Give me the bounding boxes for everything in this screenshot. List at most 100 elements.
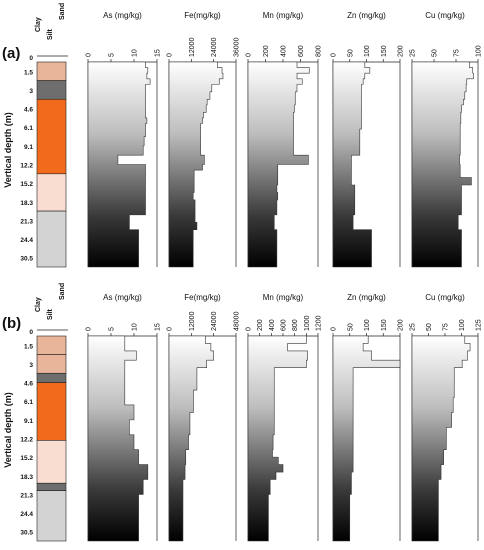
panel-b-label: (b) <box>2 315 21 332</box>
panel-b-lithology-column <box>36 329 68 542</box>
depth-tick-label: 30.5 <box>20 530 33 537</box>
depth-tick-label: 15.2 <box>20 455 33 462</box>
tick-label: 36000 <box>234 37 241 57</box>
depth-tick-label: 6.1 <box>24 399 33 406</box>
tick-label: 24000 <box>211 311 218 331</box>
tick-label: 0 <box>86 327 93 331</box>
panel-a-label: (a) <box>2 45 20 62</box>
lithology-layer-dark <box>36 80 67 100</box>
tick-label: 10 <box>132 49 139 57</box>
depth-tick-label: 9.1 <box>24 418 33 425</box>
depth-tick-label: 3 <box>29 88 33 95</box>
tick-label: 10 <box>132 323 139 331</box>
tick-label: 48000 <box>234 311 241 331</box>
profile-4: Cu (mg/kg) 25 50 75 100 125 <box>410 293 483 542</box>
depth-tick-label: 0 <box>29 329 33 336</box>
depth-tick-label: 24.4 <box>20 511 33 518</box>
tick-label: 200 <box>398 45 405 57</box>
depth-tick-label: 24.4 <box>20 237 33 244</box>
depth-tick-label: 15.2 <box>20 181 33 188</box>
tick-label: 150 <box>381 45 388 57</box>
tick-label: 15 <box>155 49 162 57</box>
depth-tick-label: 12.2 <box>20 437 33 444</box>
panel-b-depth-ticks: 0 1.5 3 4.6 6.1 9.1 12.2 15.2 18.3 21.3 24.4 30.5 <box>20 329 33 537</box>
depth-tick-label: 21.3 <box>20 492 33 499</box>
depth-tick-label: 21.3 <box>20 218 33 225</box>
tick-label: 25 <box>410 323 417 331</box>
depth-tick-label: 4.6 <box>24 107 33 114</box>
grain-label-silt: Silt <box>47 28 54 40</box>
grain-label-sand: Sand <box>59 3 66 20</box>
grain-label-clay: Clay <box>35 17 42 32</box>
depth-tick-label: 0 <box>29 55 33 62</box>
tick-label: 0 <box>331 327 338 331</box>
profile-step-area <box>247 335 308 542</box>
tick-label: 75 <box>454 49 461 57</box>
profile-2: Mn (mg/kg) 0 200 400 600 800 <box>246 11 323 268</box>
profile-step-area <box>247 61 310 268</box>
tick-label: 0 <box>246 53 253 57</box>
tick-label: 0 <box>246 327 253 331</box>
tick-label: 800 <box>316 45 323 57</box>
tick-label: 200 <box>263 45 270 57</box>
tick-label: 24000 <box>211 37 218 57</box>
grain-label-silt: Silt <box>47 308 54 320</box>
lithology-layer-sand <box>36 210 67 268</box>
profile-0: As (mg/kg) 0 5 10 15 <box>86 11 162 268</box>
depth-tick-label: 6.1 <box>24 125 33 132</box>
profile-step-area <box>411 335 471 542</box>
depth-tick-label: 30.5 <box>20 256 33 263</box>
profile-title: Zn (mg/kg) <box>347 11 386 20</box>
lithology-layer-pale <box>36 440 67 484</box>
profile-1: Fe(mg/kg) 0 12000 24000 36000 <box>167 11 241 268</box>
tick-label: 400 <box>281 45 288 57</box>
tick-label: 100 <box>476 45 483 57</box>
panel-b-grain-size-labels: Clay Silt Sand <box>35 283 66 320</box>
tick-label: 0 <box>167 327 174 331</box>
depth-tick-label: 3 <box>29 362 33 369</box>
panel-a-profiles: As (mg/kg) 0 5 10 15 Fe(mg/kg) 0 12000 24000 3600… <box>86 11 483 268</box>
lithology-layer-sand <box>36 490 67 542</box>
profile-title: As (mg/kg) <box>103 11 142 20</box>
lithology-layer-dark <box>36 482 67 491</box>
profile-title: Mn (mg/kg) <box>263 293 304 302</box>
profile-3: Zn (mg/kg) 0 50 100 150 200 <box>331 293 405 542</box>
grain-label-sand: Sand <box>59 283 66 300</box>
tick-label: 0 <box>167 53 174 57</box>
tick-label: 800 <box>292 319 299 331</box>
tick-label: 600 <box>298 45 305 57</box>
profile-title: Cu (mg/kg) <box>425 293 465 302</box>
profile-step-area <box>87 335 149 542</box>
grain-label-clay: Clay <box>35 297 42 312</box>
lithology-layer-clay <box>36 354 67 374</box>
tick-label: 0 <box>331 53 338 57</box>
depth-tick-label: 12.2 <box>20 163 33 170</box>
panel-a-y-axis-label: Vertical depth (m) <box>3 112 13 188</box>
profile-3: Zn (mg/kg) 0 50 100 150 200 <box>331 11 405 268</box>
profile-title: Fe(mg/kg) <box>184 293 221 302</box>
profile-2: Mn (mg/kg) 0 200 400 600 800 1000 1200 <box>246 293 323 542</box>
profile-title: Mn (mg/kg) <box>263 11 304 20</box>
tick-label: 50 <box>432 49 439 57</box>
depth-tick-label: 1.5 <box>24 69 33 76</box>
profile-step-area <box>332 61 372 268</box>
panel-a: (a) Vertical depth (m) Clay Silt Sand 0 1… <box>2 3 483 268</box>
tick-label: 12000 <box>189 311 196 331</box>
tick-label: 25 <box>410 49 417 57</box>
profile-title: As (mg/kg) <box>103 293 142 302</box>
tick-label: 100 <box>364 45 371 57</box>
tick-label: 5 <box>109 53 116 57</box>
profile-title: Cu (mg/kg) <box>425 11 465 20</box>
tick-label: 400 <box>269 319 276 331</box>
panel-a-grain-size-labels: Clay Silt Sand <box>35 3 66 40</box>
profile-step-area <box>332 335 401 542</box>
tick-label: 5 <box>109 327 116 331</box>
lithology-layer-silt <box>36 382 67 441</box>
profile-title: Fe(mg/kg) <box>184 11 221 20</box>
panel-a-depth-ticks: 0 1.5 3 4.6 6.1 9.1 12.2 15.2 18.3 21.3 24.4 30.5 <box>20 55 33 263</box>
tick-label: 200 <box>257 319 264 331</box>
panel-a-lithology-column <box>36 55 68 268</box>
tick-label: 100 <box>459 319 466 331</box>
